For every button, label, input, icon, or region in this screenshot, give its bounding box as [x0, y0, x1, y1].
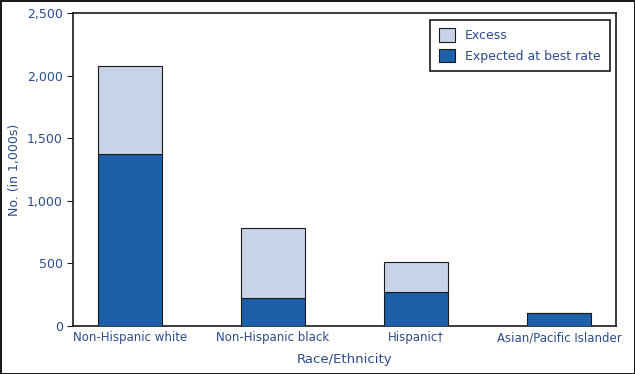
Bar — [241, 298, 305, 326]
X-axis label: Race/Ethnicity: Race/Ethnicity — [297, 353, 392, 366]
Bar — [98, 154, 162, 326]
Bar — [98, 67, 162, 154]
Y-axis label: No. (in 1,000s): No. (in 1,000s) — [8, 123, 22, 216]
Bar — [384, 292, 448, 326]
Legend: Excess, Expected at best rate: Excess, Expected at best rate — [431, 19, 610, 71]
Bar — [241, 228, 305, 298]
Bar — [384, 262, 448, 292]
Bar — [527, 313, 591, 326]
